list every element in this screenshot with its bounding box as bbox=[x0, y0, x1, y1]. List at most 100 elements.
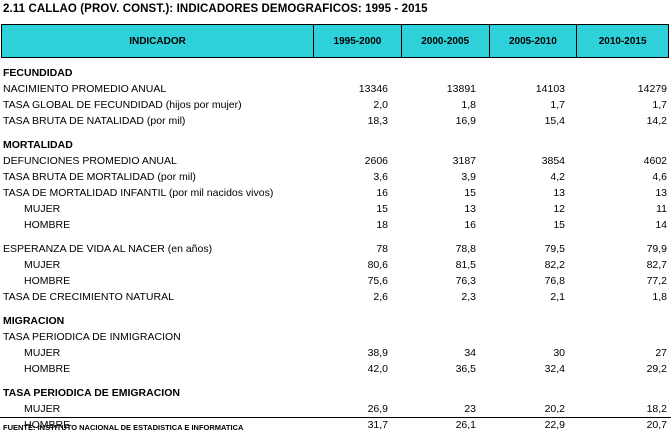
row-value: 36,5 bbox=[455, 363, 476, 375]
row-value: 4,2 bbox=[550, 171, 565, 183]
row-label: TASA DE CRECIMIENTO NATURAL bbox=[3, 291, 174, 303]
row-value: 13346 bbox=[358, 83, 388, 95]
row-value: 22,9 bbox=[544, 419, 565, 431]
row-value: 15 bbox=[376, 203, 388, 215]
row-value: 14103 bbox=[535, 83, 565, 95]
row-value: 20,2 bbox=[544, 403, 565, 415]
row-value: 1,8 bbox=[461, 99, 476, 111]
row-label: HOMBRE bbox=[24, 275, 71, 287]
row-value: 20,7 bbox=[646, 419, 667, 431]
row-value: 75,6 bbox=[367, 275, 388, 287]
row-value: 76,8 bbox=[544, 275, 565, 287]
row-value: 1,7 bbox=[550, 99, 565, 111]
row-value: 82,2 bbox=[544, 259, 565, 271]
table-row: HOMBRE 18 16 15 14 bbox=[0, 218, 671, 234]
row-value: 26,1 bbox=[455, 419, 476, 431]
row-value: 78,8 bbox=[455, 243, 476, 255]
row-value: 77,2 bbox=[646, 275, 667, 287]
row-value: 2,1 bbox=[550, 291, 565, 303]
row-value: 4,6 bbox=[652, 171, 667, 183]
row-value: 79,5 bbox=[544, 243, 565, 255]
row-value: 18,2 bbox=[646, 403, 667, 415]
row-value: 2,6 bbox=[373, 291, 388, 303]
row-label: MUJER bbox=[24, 347, 61, 359]
bottom-rule bbox=[0, 417, 671, 418]
table-row: ESPERANZA DE VIDA AL NACER (en años) 78 78… bbox=[0, 242, 671, 258]
table-header: INDICADOR 1995-2000 2000-2005 2005-2010 … bbox=[1, 24, 669, 58]
row-value: 76,3 bbox=[455, 275, 476, 287]
row-value: 82,7 bbox=[646, 259, 667, 271]
row-label: MUJER bbox=[24, 403, 61, 415]
row-value: 13 bbox=[553, 187, 565, 199]
row-value: 2,3 bbox=[461, 291, 476, 303]
row-value: 3,9 bbox=[461, 171, 476, 183]
row-value: 29,2 bbox=[646, 363, 667, 375]
row-value: 11 bbox=[656, 203, 667, 215]
row-value: 32,4 bbox=[544, 363, 565, 375]
row-label: HOMBRE bbox=[24, 219, 71, 231]
row-value: 16,9 bbox=[455, 115, 476, 127]
row-spacer bbox=[0, 378, 671, 386]
table-row: HOMBRE 42,0 36,5 32,4 29,2 bbox=[0, 362, 671, 378]
row-label: MUJER bbox=[24, 203, 61, 215]
table-body: FECUNDIDAD NACIMIENTO PROMEDIO ANUAL 13346… bbox=[0, 66, 671, 434]
row-value: 3854 bbox=[541, 155, 565, 167]
table-row: HOMBRE 75,6 76,3 76,8 77,2 bbox=[0, 274, 671, 290]
table-row: TASA GLOBAL DE FECUNDIDAD (hijos por muj… bbox=[0, 98, 671, 114]
table-row: TASA DE CRECIMIENTO NATURAL 2,6 2,3 2,1 1,8 bbox=[0, 290, 671, 306]
header-2000-2005: 2000-2005 bbox=[402, 25, 490, 57]
row-value: 38,9 bbox=[367, 347, 388, 359]
table-row: NACIMIENTO PROMEDIO ANUAL 13346 13891 14103… bbox=[0, 82, 671, 98]
row-spacer bbox=[0, 234, 671, 242]
row-value: 15,4 bbox=[544, 115, 565, 127]
row-label: ESPERANZA DE VIDA AL NACER (en años) bbox=[3, 243, 213, 255]
row-value: 3,6 bbox=[373, 171, 388, 183]
row-value: 18 bbox=[376, 219, 388, 231]
row-value: 80,6 bbox=[367, 259, 388, 271]
row-label: DEFUNCIONES PROMEDIO ANUAL bbox=[3, 155, 177, 167]
row-value: 3187 bbox=[452, 155, 476, 167]
row-value: 13 bbox=[655, 187, 667, 199]
section-label: FECUNDIDAD bbox=[3, 67, 73, 79]
table-row: TASA BRUTA DE MORTALIDAD (por mil) 3,6 3,9… bbox=[0, 170, 671, 186]
header-indicador: INDICADOR bbox=[2, 25, 315, 57]
row-spacer bbox=[0, 306, 671, 314]
row-value: 15 bbox=[464, 187, 476, 199]
row-label: NACIMIENTO PROMEDIO ANUAL bbox=[3, 83, 167, 95]
section-label: TASA PERIODICA DE EMIGRACION bbox=[3, 387, 180, 399]
header-2005-2010: 2005-2010 bbox=[490, 25, 578, 57]
table-row: TASA DE MORTALIDAD INFANTIL (por mil nac… bbox=[0, 186, 671, 202]
table-row: MUJER 26,9 23 20,2 18,2 bbox=[0, 402, 671, 418]
row-label: TASA DE MORTALIDAD INFANTIL (por mil nac… bbox=[3, 187, 274, 199]
row-value: 15 bbox=[553, 219, 565, 231]
section-label: MIGRACION bbox=[3, 315, 65, 327]
row-value: 42,0 bbox=[367, 363, 388, 375]
row-value: 81,5 bbox=[455, 259, 476, 271]
row-value: 2606 bbox=[364, 155, 388, 167]
table-row: MUJER 15 13 12 11 bbox=[0, 202, 671, 218]
table-row: MUJER 38,9 34 30 27 bbox=[0, 346, 671, 362]
header-2010-2015: 2010-2015 bbox=[598, 35, 647, 47]
header-1995-2000: 1995-2000 bbox=[314, 25, 402, 57]
section-heading: MIGRACION bbox=[0, 314, 671, 330]
row-label: TASA GLOBAL DE FECUNDIDAD (hijos por muj… bbox=[3, 99, 242, 111]
table-row: DEFUNCIONES PROMEDIO ANUAL 2606 3187 3854 46… bbox=[0, 154, 671, 170]
page-title: 2.11 CALLAO (PROV. CONST.): INDICADORES … bbox=[3, 3, 428, 15]
row-value: 14 bbox=[655, 219, 667, 231]
section-label: MORTALIDAD bbox=[3, 139, 73, 151]
row-value: 16 bbox=[464, 219, 476, 231]
row-value: 34 bbox=[464, 347, 476, 359]
row-value: 26,9 bbox=[367, 403, 388, 415]
row-label: HOMBRE bbox=[24, 363, 71, 375]
row-value: 23 bbox=[464, 403, 476, 415]
row-label: MUJER bbox=[24, 259, 61, 271]
row-value: 13 bbox=[464, 203, 476, 215]
row-value: 1,7 bbox=[652, 99, 667, 111]
section-heading: MORTALIDAD bbox=[0, 138, 671, 154]
row-label: TASA BRUTA DE NATALIDAD (por mil) bbox=[3, 115, 186, 127]
row-value: 1,8 bbox=[652, 291, 667, 303]
row-value: 2,0 bbox=[373, 99, 388, 111]
row-label: HOMBRE bbox=[24, 419, 71, 431]
row-value: 30 bbox=[553, 347, 565, 359]
section-heading: TASA PERIODICA DE EMIGRACION bbox=[0, 386, 671, 402]
